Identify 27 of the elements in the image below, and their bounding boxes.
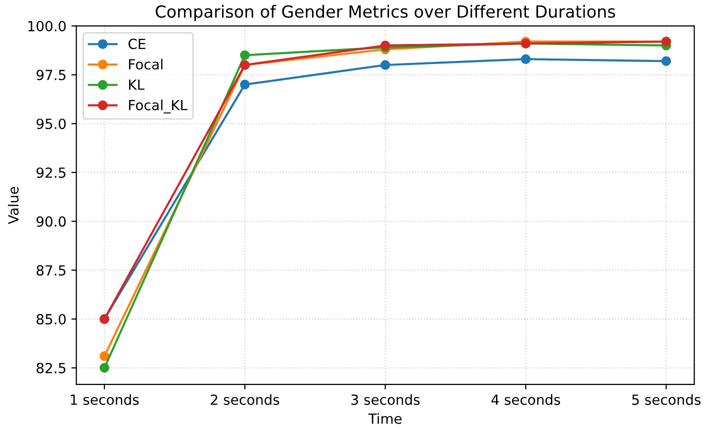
y-axis-title: Value [8, 186, 19, 224]
x-tick-label: 4 seconds [491, 394, 560, 405]
y-tick-label: 95.0 [36, 118, 66, 130]
chart-title: Comparison of Gender Metrics over Different Durations [156, 4, 616, 22]
point [520, 54, 531, 64]
y-tick-label: 97.5 [36, 70, 66, 80]
y-tick-label: 92.5 [36, 167, 66, 178]
legend-label: CE [128, 38, 146, 50]
x-tick-label: 2 seconds [210, 394, 280, 405]
y-tick-label: 82.5 [36, 362, 66, 374]
y-tick-label: 90.0 [36, 216, 66, 227]
x-tick-label: 1 seconds [70, 394, 139, 405]
point [240, 80, 250, 90]
legend-label: Focal_KL [129, 100, 188, 114]
legend-label: Focal [129, 58, 162, 70]
x-axis-title: Time [368, 413, 402, 424]
point [240, 50, 250, 60]
point [100, 351, 110, 362]
point [100, 363, 110, 373]
x-tick-label: 5 seconds [632, 394, 701, 405]
point [380, 60, 390, 70]
point [661, 56, 672, 66]
y-tick-label: 100.0 [28, 20, 66, 32]
x-tick-label: 3 seconds [351, 394, 420, 405]
y-tick-label: 85.0 [36, 314, 66, 324]
legend-label: KL [129, 80, 144, 90]
y-tick-label: 87.5 [36, 265, 66, 276]
